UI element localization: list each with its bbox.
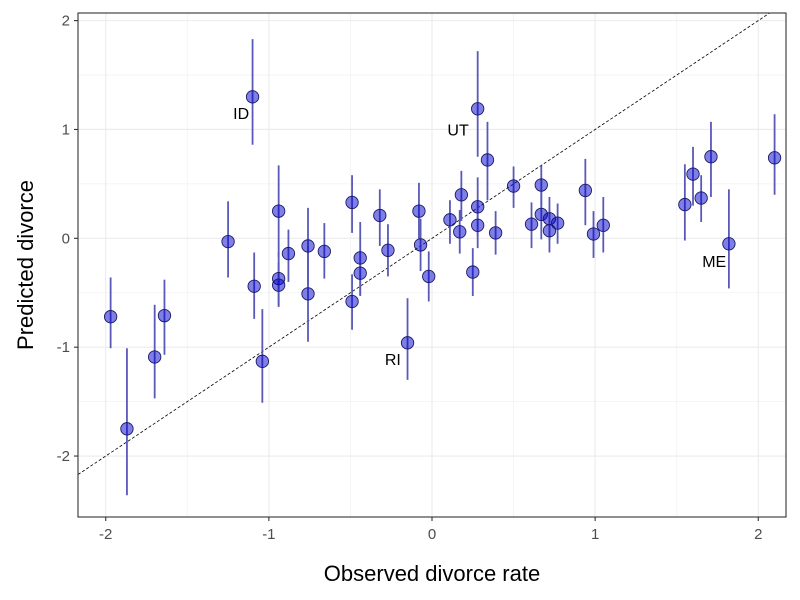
data-point [148, 350, 162, 364]
data-point [480, 153, 495, 167]
data-point [413, 238, 428, 252]
point-annotations: ID UT RI ME [233, 106, 726, 369]
data-point [466, 265, 480, 279]
x-tick-label: -1 [262, 526, 275, 543]
y-axis-title: Predicted divorce [13, 180, 38, 350]
data-point [120, 422, 134, 436]
data-point [301, 287, 315, 301]
x-tick-label: -2 [99, 526, 112, 543]
data-points [103, 90, 782, 436]
data-point [301, 239, 315, 253]
data-point [678, 197, 692, 212]
data-point [578, 183, 592, 198]
data-point [245, 90, 260, 104]
data-point [157, 308, 172, 323]
data-point [272, 278, 286, 292]
data-point [454, 188, 469, 202]
point-label: ME [702, 254, 726, 271]
data-point [506, 179, 521, 193]
data-point [317, 244, 331, 259]
x-tick-label: 2 [754, 526, 762, 543]
data-point [255, 354, 269, 368]
data-point [247, 279, 261, 293]
data-point [471, 102, 485, 116]
data-point [400, 336, 415, 350]
data-point [353, 251, 367, 265]
data-point [596, 218, 610, 232]
data-point [453, 225, 467, 239]
data-point [422, 269, 436, 284]
data-point [345, 195, 359, 210]
data-point [767, 151, 782, 165]
data-point [373, 208, 387, 223]
point-label: RI [385, 352, 401, 369]
data-point [272, 204, 286, 218]
data-point [412, 204, 426, 218]
x-axis-title: Observed divorce rate [324, 561, 540, 586]
data-point [722, 237, 736, 251]
data-point [103, 310, 118, 324]
y-tick-label: 1 [62, 121, 70, 138]
data-point [345, 294, 359, 309]
data-point [381, 243, 395, 257]
data-point [550, 216, 565, 230]
y-tick-label: -1 [57, 339, 70, 356]
data-point [221, 234, 235, 249]
y-tick-label: 2 [62, 13, 70, 30]
data-point [471, 218, 485, 232]
data-point [488, 226, 503, 240]
y-tick-label: 0 [62, 230, 70, 247]
data-point [281, 246, 296, 261]
data-point [524, 217, 539, 231]
x-axis: -2 -1 0 1 2 [99, 517, 762, 543]
x-tick-label: 1 [591, 526, 599, 543]
data-point [586, 227, 601, 241]
data-point [443, 213, 457, 227]
y-tick-label: -2 [57, 448, 70, 465]
data-point [353, 266, 367, 280]
y-axis: -2 -1 0 1 2 [57, 13, 78, 465]
data-point [694, 191, 708, 205]
x-tick-label: 0 [428, 526, 436, 543]
point-label: ID [233, 106, 249, 123]
data-point [471, 200, 485, 214]
data-point [534, 178, 548, 192]
data-point [704, 150, 718, 164]
point-label: UT [447, 122, 469, 139]
data-point [686, 167, 700, 181]
